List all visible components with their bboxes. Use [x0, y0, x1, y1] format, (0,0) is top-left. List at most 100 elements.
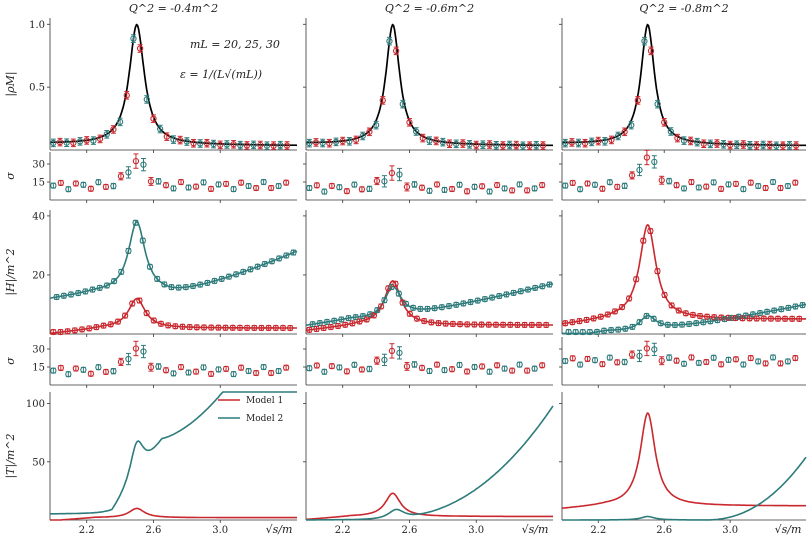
sigma-point [441, 366, 448, 374]
model1-curve [49, 297, 297, 335]
model2-point [323, 318, 331, 326]
sigma-point [501, 365, 508, 372]
model1-point [385, 285, 392, 292]
sigma-point [207, 185, 215, 193]
sigma-point [523, 367, 531, 374]
lattice-point [319, 139, 326, 147]
model2-point [153, 275, 161, 283]
x-tick-label: 2.6 [146, 525, 162, 536]
model1-point [485, 321, 492, 328]
sigma-point [162, 182, 170, 189]
model2-point [232, 271, 240, 278]
model1-point [789, 315, 796, 322]
model2-point [650, 315, 657, 322]
model2-point [240, 268, 247, 276]
model1-point [753, 315, 760, 322]
sigma-point [147, 364, 155, 371]
model1-point [150, 317, 157, 324]
model2-point [586, 328, 594, 336]
sigma-point [403, 363, 411, 370]
sigma-point [688, 354, 695, 361]
sigma-point [777, 360, 784, 367]
model2-curve [305, 282, 554, 326]
sigma-point [531, 185, 538, 192]
lattice-point [312, 139, 320, 146]
sigma-point [245, 182, 252, 190]
sigma-point [792, 179, 799, 186]
model1-point [320, 324, 327, 332]
sigma-point [501, 185, 508, 192]
sigma-point [252, 369, 260, 377]
lattice-point [270, 142, 277, 149]
model1-point [93, 323, 100, 331]
model2-point [316, 319, 324, 327]
model2-point [409, 304, 417, 311]
sigma-point [411, 361, 418, 368]
lattice-point [568, 139, 576, 146]
sigma-point [396, 349, 403, 357]
lattice-point [674, 134, 681, 142]
sigma-point [717, 185, 725, 193]
model1-curve [305, 280, 553, 331]
sigma-point [539, 362, 546, 369]
lattice-point [539, 142, 547, 149]
model1-point [279, 324, 287, 332]
model2-point [290, 249, 297, 256]
sigma-point [72, 365, 80, 372]
sigma-point [769, 354, 777, 361]
sigma-point [222, 365, 230, 373]
lattice-point [473, 141, 480, 149]
model2-point [693, 319, 700, 327]
model1-point [590, 315, 597, 322]
sigma-point [784, 182, 792, 190]
sigma-point [418, 184, 426, 191]
lattice-point [419, 134, 426, 142]
sigma-point [717, 361, 725, 368]
model2-point [799, 301, 806, 309]
sigma-point [703, 183, 710, 190]
model1-point [287, 324, 294, 332]
model1-point [428, 319, 435, 326]
sigma-point [170, 185, 177, 192]
sigma-point [747, 179, 754, 186]
sigma-point [606, 354, 613, 361]
lattice-point [203, 140, 211, 147]
column-title: Q^2 = -0.6m^2 [385, 2, 474, 15]
sigma-point [177, 363, 185, 371]
lattice-point [210, 140, 217, 148]
model1-point [668, 302, 675, 309]
lattice-point [123, 92, 130, 99]
x-tick-label: 3.0 [212, 525, 228, 536]
model1-point [618, 303, 626, 311]
column-title: Q^2 = -0.4m^2 [129, 2, 218, 15]
lattice-point [446, 140, 453, 147]
lattice-point [150, 115, 157, 122]
sigma-point [531, 365, 538, 372]
model2-point [763, 308, 771, 315]
lattice-point [190, 140, 197, 147]
lattice-point [513, 141, 520, 149]
lattice-point [197, 140, 204, 147]
model1-point [172, 323, 179, 330]
sigma-point [591, 181, 599, 188]
sigma-point [418, 364, 426, 372]
model1-curve [561, 223, 806, 325]
lattice-point [339, 137, 346, 145]
model1-point [478, 321, 485, 328]
sigma-point [562, 182, 569, 189]
sigma-point [725, 356, 732, 363]
lattice-point [779, 142, 787, 149]
sigma-point [366, 365, 373, 373]
model1-point [370, 312, 378, 319]
y-axis-label: σ [4, 172, 17, 180]
model1-point [421, 317, 428, 325]
model2-point [366, 311, 374, 318]
lattice-point [647, 47, 655, 54]
lattice-point [392, 47, 400, 54]
lattice-point [426, 137, 433, 144]
lattice-point [163, 133, 170, 140]
lattice-point [399, 101, 406, 108]
sigma-point [132, 157, 140, 165]
lattice-point [526, 142, 533, 149]
model1-point [633, 276, 640, 283]
